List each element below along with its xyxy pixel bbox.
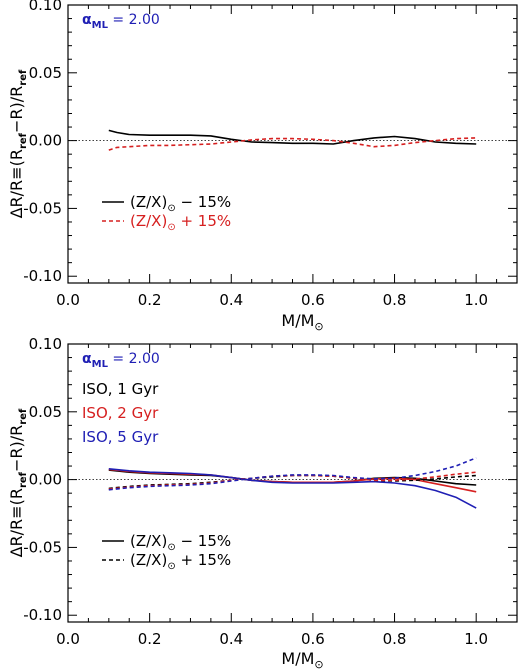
iso-label: ISO, 2 Gyr: [82, 404, 159, 422]
x-tick-label: 0.2: [138, 291, 162, 309]
legend-label: (Z/X)⊙ + 15%: [130, 551, 231, 572]
y-tick-label: -0.05: [23, 199, 62, 217]
y-axis-title: ΔR/R≡(Rref−R)/Rref: [7, 69, 29, 218]
y-tick-label: 0.05: [29, 403, 62, 421]
x-axis-title: M/M⊙: [281, 649, 323, 671]
y-tick-label: 0.10: [29, 0, 62, 14]
iso-label: ISO, 1 Gyr: [82, 380, 159, 398]
y-tick-label: 0.05: [29, 64, 62, 82]
x-tick-label: 0.6: [301, 630, 325, 648]
x-tick-label: 0.4: [219, 291, 243, 309]
iso-label: ISO, 5 Gyr: [82, 428, 159, 446]
x-axis-title: M/M⊙: [281, 311, 323, 333]
series-line-2: [108, 137, 477, 151]
alpha-ml-annotation: αML = 2.00: [82, 12, 160, 31]
x-tick-label: 0.2: [138, 630, 162, 648]
y-tick-label: 0.00: [29, 471, 62, 489]
x-tick-label: 0.8: [383, 630, 407, 648]
x-tick-label: 0.6: [301, 291, 325, 309]
y-tick-label: 0.10: [29, 335, 62, 353]
y-axis-title: ΔR/R≡(Rref−R)/Rref: [7, 408, 29, 557]
x-tick-label: 0.8: [383, 291, 407, 309]
x-tick-label: 0.4: [219, 630, 243, 648]
x-tick-label: 0.0: [56, 291, 80, 309]
x-tick-label: 0.0: [56, 630, 80, 648]
series-line-6: [108, 457, 477, 491]
x-tick-label: 1.0: [464, 291, 488, 309]
panel-bottom: 0.0 0.2 0.4 0.6 0.8 1.0 -0.10 -0.05 0.00 0.05 0.10…: [7, 335, 518, 671]
legend-label: (Z/X)⊙ − 15%: [130, 193, 231, 214]
y-tick-label: -0.10: [23, 267, 62, 285]
alpha-ml-annotation: αML = 2.00: [82, 351, 160, 370]
legend-label: (Z/X)⊙ + 15%: [130, 212, 231, 233]
legend-label: (Z/X)⊙ − 15%: [130, 532, 231, 553]
y-tick-label: -0.10: [23, 606, 62, 624]
series-line-1: [108, 129, 477, 145]
panel-top: 0.0 0.2 0.4 0.6 0.8 1.0 -0.10 -0.05 0.00 0.05 0.10…: [7, 0, 518, 333]
y-tick-label: 0.00: [29, 132, 62, 150]
y-tick-label: -0.05: [23, 538, 62, 556]
series-line-3: [108, 468, 477, 509]
x-tick-label: 1.0: [464, 630, 488, 648]
